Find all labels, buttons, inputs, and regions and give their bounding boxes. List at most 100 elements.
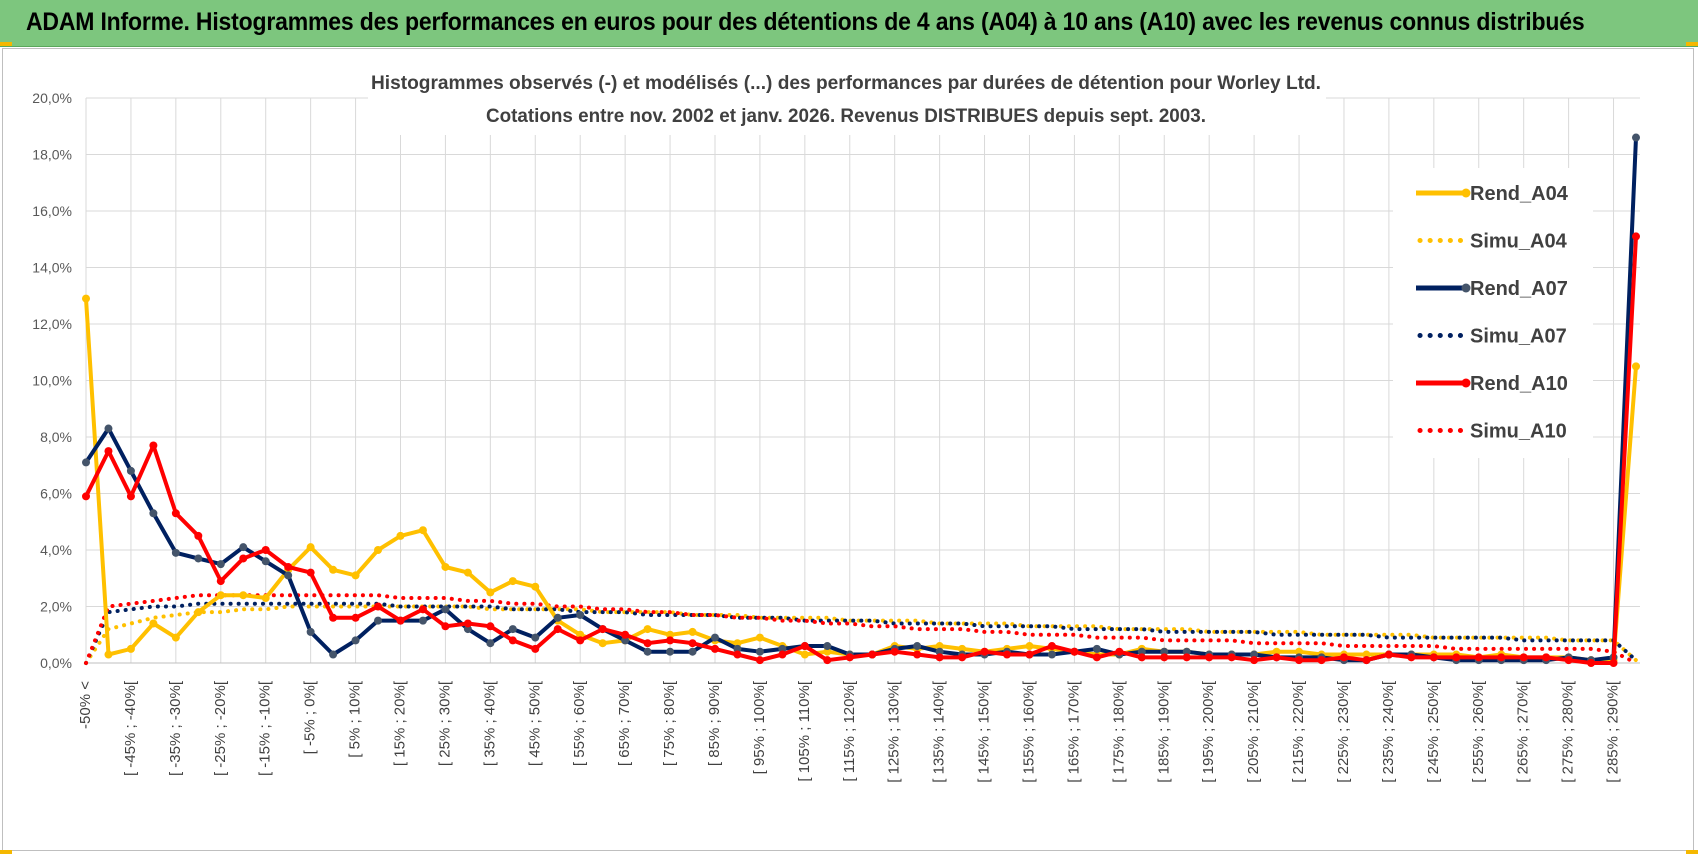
data-point-rend-a10 [463,619,472,628]
data-point-rend-a07 [82,458,90,467]
y-axis: 0,0% 2,0% 4,0% 6,0% 8,0% 10,0% 12,0% 14,0% 16,0%… [32,90,72,671]
x-tick-label: [ 235% ; 240%[ [1380,680,1397,783]
data-point-rend-a10 [868,650,877,659]
data-point-rend-a10 [935,653,944,662]
data-point-rend-a10 [733,650,742,659]
data-point-rend-a04 [396,531,405,540]
data-point-rend-a10 [576,636,585,645]
data-point-rend-a07 [710,633,719,642]
x-tick-label: [ 275% ; 280%[ [1560,680,1577,783]
legend-label-simu-a07: Simu_A07 [1470,326,1567,348]
data-point-rend-a04 [598,639,607,648]
data-point-rend-a07 [194,554,203,563]
legend-label-rend-a10: Rend_A10 [1470,373,1568,395]
x-tick-label: [ -45% ; -40%[ [122,680,139,776]
data-point-rend-a10 [1362,656,1371,665]
data-point-rend-a04 [531,582,540,591]
x-tick-label: [ 215% ; 220%[ [1290,680,1307,783]
data-point-rend-a10 [216,577,225,586]
data-point-rend-a07 [1047,650,1056,659]
x-tick-label: [ 155% ; 160%[ [1020,680,1037,783]
data-point-rend-a10 [441,622,450,631]
data-point-rend-a04 [82,294,90,303]
x-tick-label: -50% < [77,681,94,729]
data-point-rend-a10 [418,605,427,614]
data-point-rend-a07 [149,509,158,518]
data-point-rend-a07 [823,642,832,651]
x-tick-label: [ 45% ; 50%[ [526,680,543,766]
data-point-rend-a07 [374,616,383,625]
x-axis: -50% < [ -45% ; -40%[[ -35% ; -30%[[ -25%… [77,662,1640,783]
data-point-rend-a10 [126,492,135,501]
legend-label-simu-a10: Simu_A10 [1470,421,1567,443]
data-point-rend-a04 [104,650,113,659]
data-point-rend-a10 [1339,653,1348,662]
report-banner: ADAM Informe. Histogrammes des performan… [0,0,1698,47]
x-tick-label: [ 15% ; 20%[ [391,680,408,766]
corner-marker-bottom-right [1686,850,1698,854]
data-point-rend-a10 [1452,653,1461,662]
data-point-rend-a10 [104,447,113,456]
data-point-rend-a10 [1182,653,1191,662]
data-point-rend-a10 [1519,653,1528,662]
data-point-rend-a10 [194,531,203,540]
x-tick-label: [ 145% ; 150%[ [976,680,993,783]
data-point-rend-a10 [1160,653,1169,662]
gridlines [85,97,1640,664]
data-point-rend-a10 [890,647,899,656]
data-point-rend-a10 [1609,659,1618,667]
data-point-rend-a10 [1632,232,1640,241]
data-point-rend-a10 [1564,656,1573,665]
data-point-rend-a10 [1384,650,1393,659]
data-point-rend-a04 [508,577,517,586]
data-point-rend-a04 [329,565,338,574]
y-tick-label: 16,0% [32,203,72,219]
data-point-rend-a10 [1542,653,1551,662]
data-point-rend-a04 [126,644,135,653]
data-point-rend-a10 [710,644,719,653]
data-point-rend-a10 [82,492,90,501]
data-point-rend-a07 [553,613,562,622]
x-tick-label: [ 225% ; 230%[ [1335,680,1352,783]
corner-marker-bottom-left [0,850,12,854]
y-tick-label: 20,0% [32,90,72,106]
data-point-rend-a10 [1092,653,1101,662]
data-point-rend-a07 [104,424,113,433]
data-point-rend-a10 [261,546,270,554]
data-point-rend-a10 [1003,650,1012,659]
data-point-rend-a07 [778,644,787,653]
x-tick-label: [ -15% ; -10%[ [257,680,274,776]
data-point-rend-a10 [1429,653,1438,662]
data-point-rend-a10 [1227,653,1236,662]
chart-title: Histogrammes observés (-) et modélisés (… [371,73,1321,94]
data-point-rend-a04 [688,627,697,636]
data-point-rend-a07 [1250,650,1259,659]
x-tick-label: [ 65% ; 70%[ [616,680,633,766]
data-point-rend-a07 [733,644,742,653]
data-point-rend-a10 [1205,653,1214,662]
data-point-rend-a10 [621,630,630,639]
x-tick-label: [ 35% ; 40%[ [481,680,498,766]
data-point-rend-a10 [396,616,405,625]
data-point-rend-a10 [958,653,967,662]
legend-label-simu-a04: Simu_A04 [1470,231,1568,253]
legend-label-rend-a07: Rend_A07 [1470,278,1568,300]
data-point-rend-a04 [643,625,652,634]
data-point-rend-a10 [553,625,562,634]
data-point-rend-a07 [126,466,135,475]
data-point-rend-a07 [351,636,360,645]
data-point-rend-a07 [935,647,944,656]
x-tick-label: [ 255% ; 260%[ [1470,680,1487,783]
x-tick-label: [ 125% ; 130%[ [886,680,903,783]
x-tick-label: [ 265% ; 270%[ [1515,680,1532,783]
data-point-rend-a04 [374,546,383,554]
data-point-rend-a07 [1160,647,1169,656]
data-point-rend-a10 [239,554,248,563]
data-point-rend-a10 [1497,653,1506,662]
data-point-rend-a10 [1587,659,1596,667]
data-point-rend-a10 [913,650,922,659]
report-title: ADAM Informe. Histogrammes des performan… [26,8,1585,36]
x-tick-label: [ 55% ; 60%[ [571,680,588,766]
data-point-rend-a10 [598,625,607,634]
